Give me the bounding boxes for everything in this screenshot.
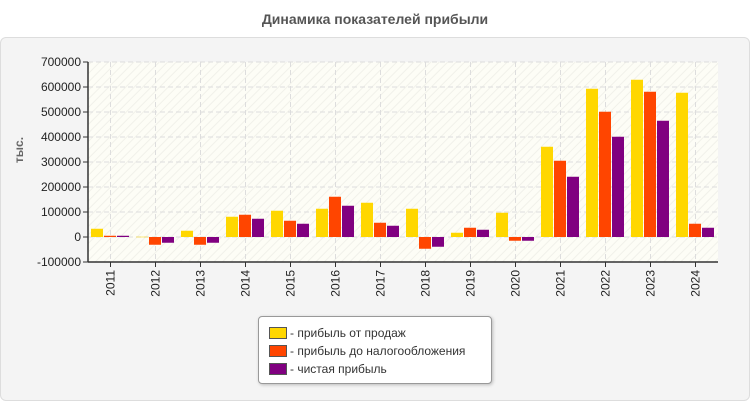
bar — [477, 229, 489, 237]
bar — [342, 205, 354, 237]
x-tick-label: 2014 — [239, 270, 253, 297]
legend-label: - прибыль до налогообложения — [290, 344, 466, 358]
x-tick-label: 2023 — [644, 270, 658, 297]
legend-label: - прибыль от продаж — [290, 326, 406, 340]
x-tick-label: 2013 — [194, 270, 208, 297]
bar — [226, 216, 238, 237]
y-tick-label: 300000 — [41, 155, 81, 169]
bar — [91, 228, 103, 237]
x-tick-label: 2020 — [509, 270, 523, 297]
y-tick-label: 0 — [74, 230, 81, 244]
y-axis-label: тыс. — [12, 137, 26, 163]
bar — [464, 227, 476, 237]
chart-title: Динамика показателей прибыли — [261, 11, 489, 27]
legend-swatch — [269, 327, 287, 339]
bar — [676, 92, 688, 237]
y-tick-label: 200000 — [41, 180, 81, 194]
bar — [194, 237, 206, 245]
legend-swatch — [269, 363, 287, 375]
legend: - прибыль от продаж - прибыль до налогоо… — [258, 316, 492, 384]
bar — [522, 237, 534, 241]
bar — [252, 218, 264, 237]
bar — [149, 237, 161, 245]
legend-swatch — [269, 345, 287, 357]
bar — [586, 88, 598, 237]
x-tick-label: 2017 — [374, 270, 388, 297]
bar — [284, 220, 296, 237]
bar — [361, 202, 373, 237]
x-tick-label: 2011 — [104, 270, 118, 296]
x-tick-label: 2021 — [554, 270, 568, 297]
x-tick-label: 2012 — [149, 270, 163, 297]
bar — [567, 176, 579, 237]
bar — [162, 237, 174, 243]
x-tick-label: 2024 — [689, 270, 703, 297]
bar — [644, 91, 656, 237]
bar — [297, 223, 309, 237]
bar — [451, 232, 463, 237]
x-tick-label: 2016 — [329, 270, 343, 297]
y-tick-label: 100000 — [41, 205, 81, 219]
bar — [702, 227, 714, 237]
x-tick-label: 2019 — [464, 270, 478, 297]
bar — [496, 212, 508, 237]
bar — [271, 210, 283, 237]
legend-item: - прибыль от продаж — [269, 325, 406, 341]
bar — [689, 223, 701, 237]
y-tick-label: -100000 — [37, 255, 81, 269]
bar — [316, 208, 328, 237]
bar — [374, 222, 386, 237]
bar — [419, 237, 431, 249]
x-tick-label: 2022 — [599, 270, 613, 297]
y-tick-label: 600000 — [41, 80, 81, 94]
bar — [599, 111, 611, 237]
bar — [657, 120, 669, 237]
bar — [631, 79, 643, 237]
bar — [104, 235, 116, 237]
x-tick-label: 2018 — [419, 270, 433, 297]
bar — [181, 230, 193, 237]
bar — [239, 214, 251, 237]
y-tick-label: 400000 — [41, 130, 81, 144]
legend-label: - чистая прибыль — [290, 362, 387, 376]
bar — [612, 136, 624, 237]
bar — [207, 237, 219, 243]
y-tick-label: 700000 — [41, 55, 81, 69]
legend-item: - чистая прибыль — [269, 361, 387, 377]
bar — [329, 196, 341, 237]
bar — [117, 235, 129, 237]
bar — [554, 160, 566, 237]
bar — [136, 236, 148, 238]
bar — [541, 146, 553, 237]
legend-item: - прибыль до налогообложения — [269, 343, 465, 359]
bar — [406, 208, 418, 237]
bar — [432, 237, 444, 247]
bar — [387, 225, 399, 237]
y-tick-label: 500000 — [41, 105, 81, 119]
bar — [509, 237, 521, 241]
x-tick-label: 2015 — [284, 270, 298, 297]
